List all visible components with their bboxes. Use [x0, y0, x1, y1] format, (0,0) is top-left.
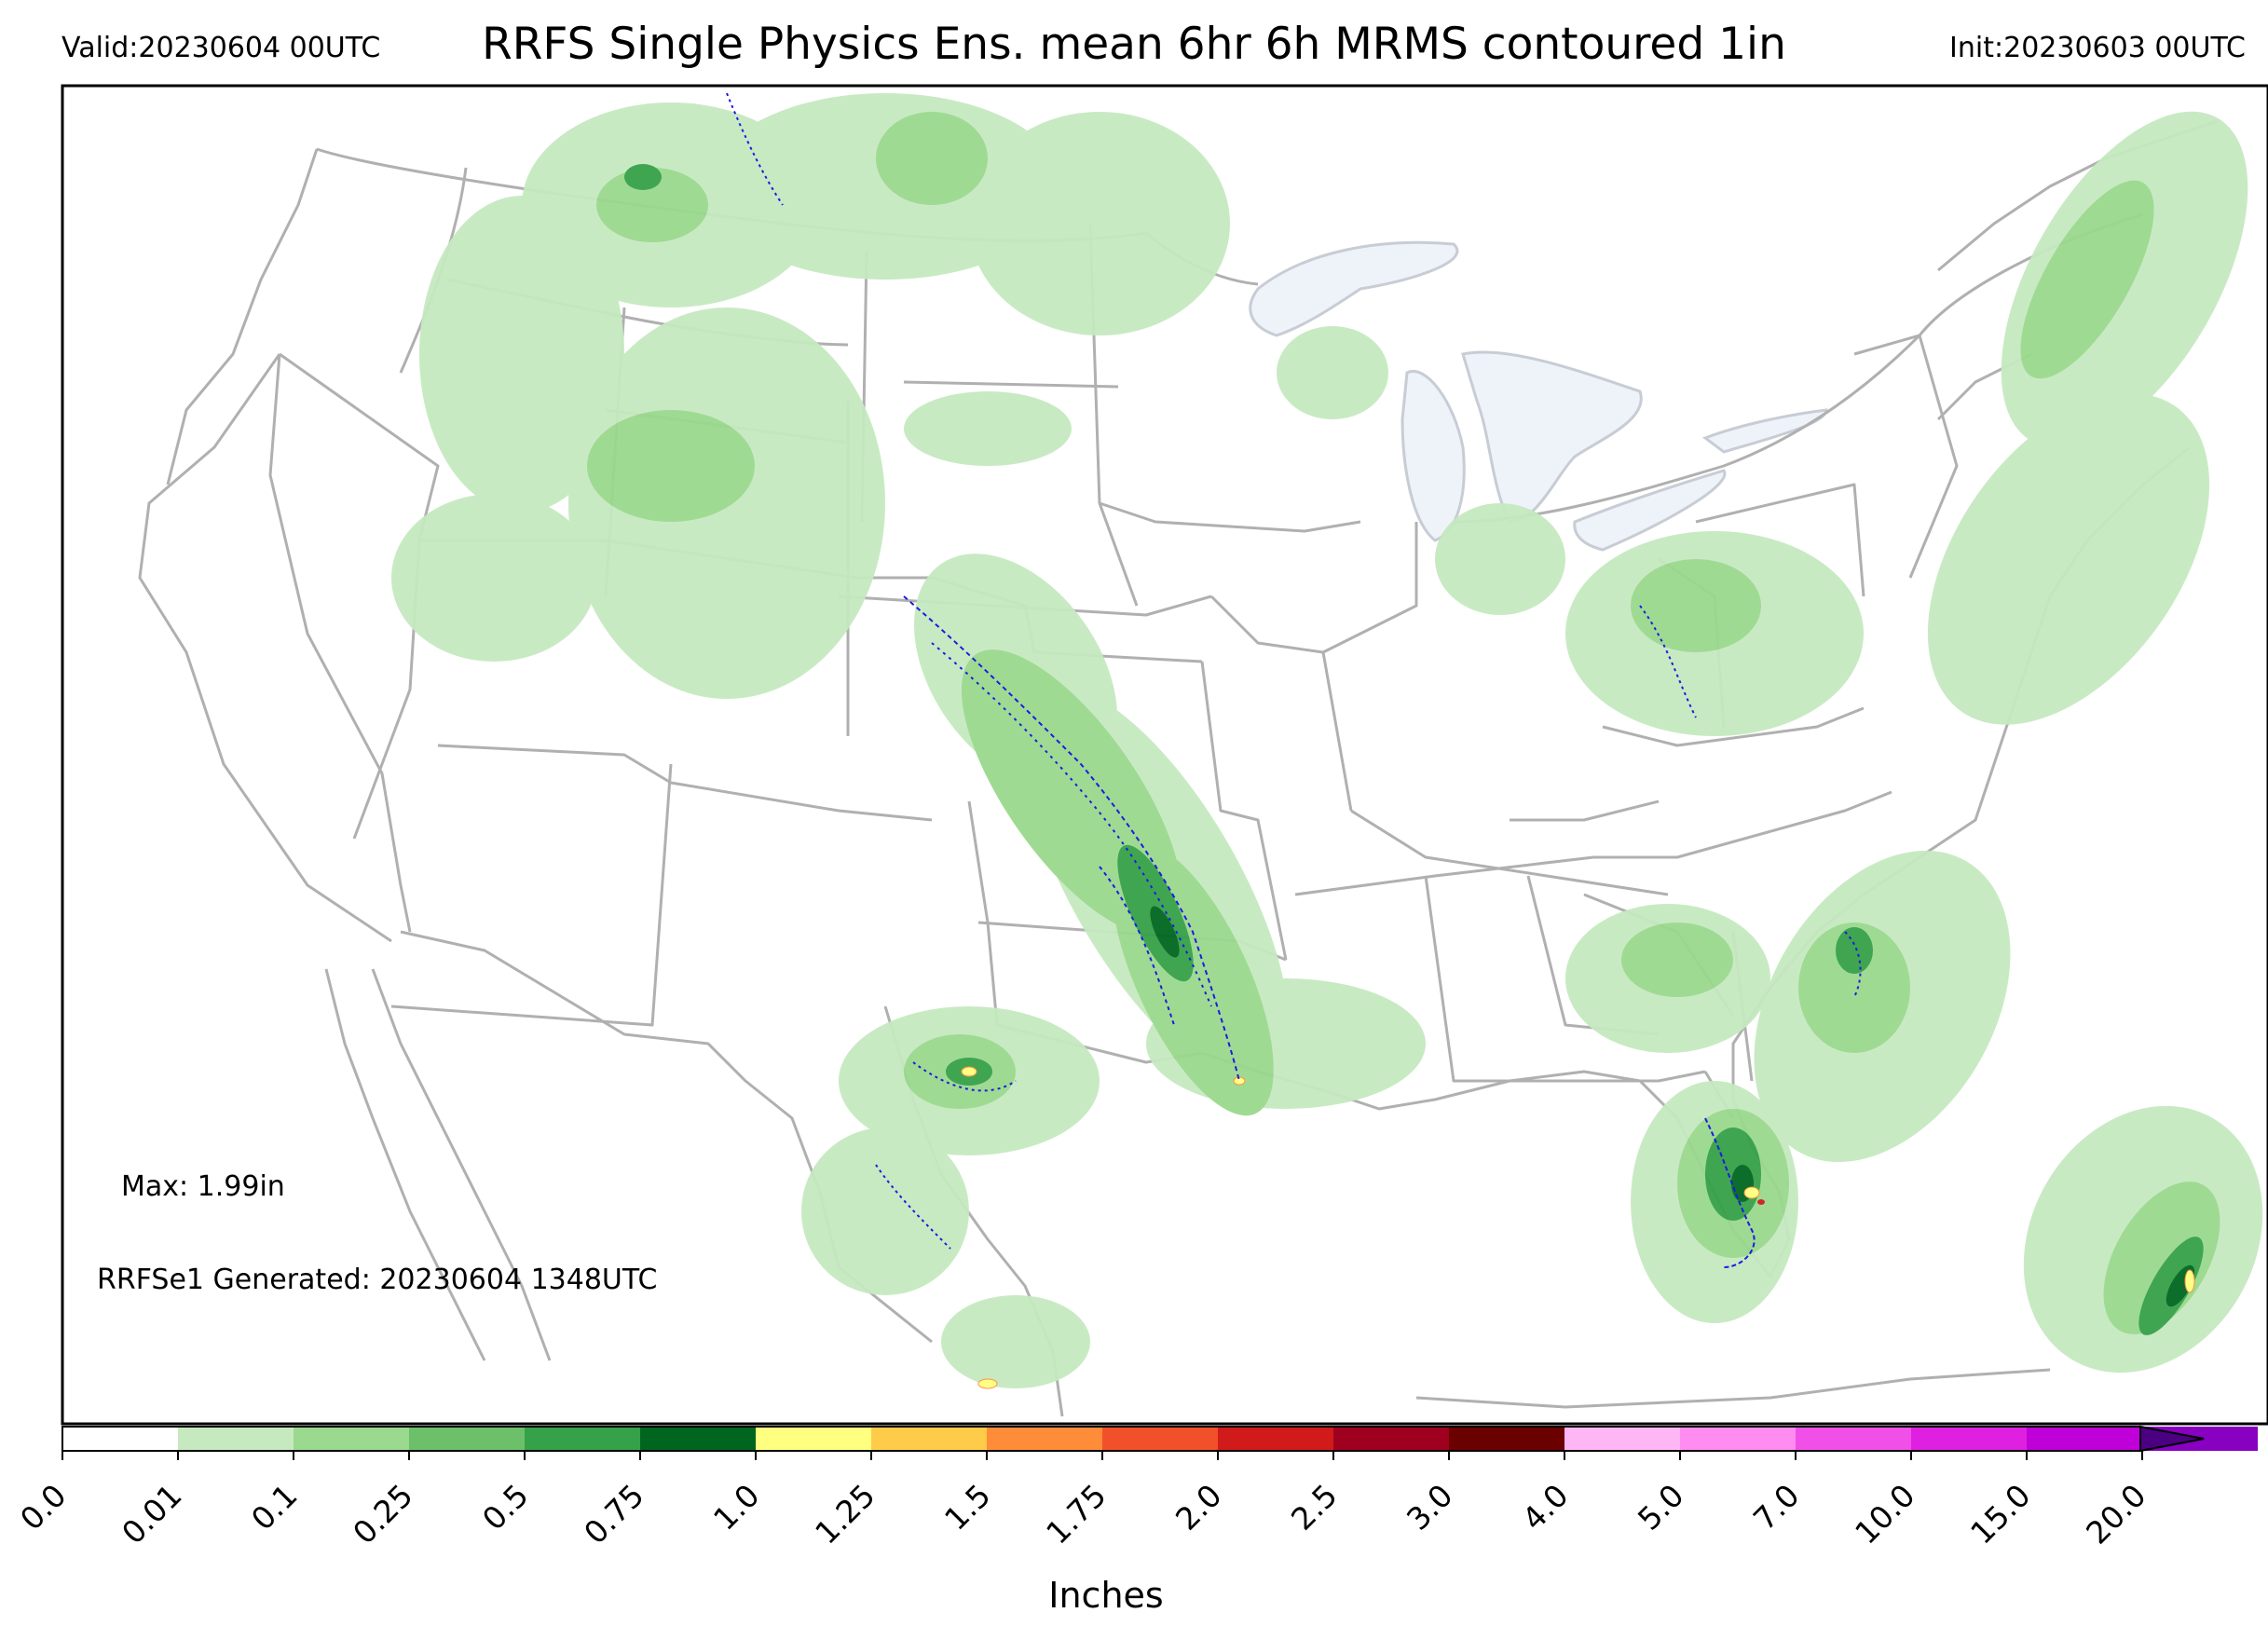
colorbar-tick-label: 5.0 [1631, 1477, 1691, 1538]
colorbar-segment [987, 1427, 1102, 1451]
colorbar-tick-label: 1.5 [937, 1477, 998, 1538]
colorbar-segment [1796, 1427, 1911, 1451]
colorbar-segment [2027, 1427, 2142, 1451]
precip-shading [391, 93, 2263, 1389]
colorbar-segment [294, 1427, 409, 1451]
colorbar-segment [640, 1427, 756, 1451]
init-time: Init:20230603 00UTC [1949, 32, 2246, 64]
colorbar-segments [62, 1427, 2258, 1451]
colorbar-segment [409, 1427, 525, 1451]
colorbar-tick-label: 20.0 [2079, 1477, 2153, 1551]
colorbar-tick-label: 4.0 [1515, 1477, 1576, 1538]
colorbar-ticks: 0.0 0.01 0.1 0.25 0.5 0.75 1.0 1.25 1.5 1.75 2.0 2.… [13, 1451, 2153, 1551]
valid-time: Valid:20230604 00UTC [61, 32, 381, 64]
colorbar-segment [1333, 1427, 1449, 1451]
colorbar-segment [1911, 1427, 2027, 1451]
map-frame [61, 84, 2268, 1426]
colorbar-tick-label: 7.0 [1746, 1477, 1807, 1538]
colorbar-segment [178, 1427, 294, 1451]
colorbar-segment [525, 1427, 640, 1451]
colorbar-tick-label: 0.01 [115, 1477, 189, 1551]
colorbar-tick-label: 1.75 [1039, 1477, 1114, 1551]
max-value-label: Max: 1.99in [121, 1170, 285, 1203]
mrms-1in-contours [726, 92, 1862, 1268]
colorbar-tick-label: 1.0 [706, 1477, 767, 1538]
colorbar-tick-label: 0.0 [13, 1477, 74, 1538]
colorbar-tick-label: 2.0 [1168, 1477, 1229, 1538]
colorbar-tick-label: 0.75 [577, 1477, 651, 1551]
colorbar-segment [1680, 1427, 1796, 1451]
colorbar-tick-label: 0.1 [244, 1477, 305, 1538]
colorbar-segment [1102, 1427, 1218, 1451]
colorbar-tick-label: 0.25 [346, 1477, 420, 1551]
colorbar-tick-label: 15.0 [1963, 1477, 2038, 1551]
colorbar-segment [62, 1427, 178, 1451]
map-content [138, 92, 2263, 1417]
colorbar-tick-label: 2.5 [1284, 1477, 1345, 1538]
colorbar-segment [1449, 1427, 1564, 1451]
colorbar-segment [871, 1427, 987, 1451]
colorbar-segment [1218, 1427, 1333, 1451]
colorbar-segment [756, 1427, 871, 1451]
colorbar-tick-label: 0.5 [475, 1477, 536, 1538]
great-lakes [1249, 240, 1828, 552]
generated-label: RRFSe1 Generated: 20230604 1348UTC [97, 1264, 658, 1296]
colorbar-units-label: Inches [1048, 1575, 1164, 1616]
colorbar-tick-label: 10.0 [1848, 1477, 1922, 1551]
plot-title: RRFS Single Physics Ens. mean 6hr 6h MRM… [482, 19, 1786, 70]
colorbar-tick-label: 3.0 [1400, 1477, 1460, 1538]
colorbar-segment [1564, 1427, 1680, 1451]
colorbar-tick-label: 1.25 [808, 1477, 882, 1551]
